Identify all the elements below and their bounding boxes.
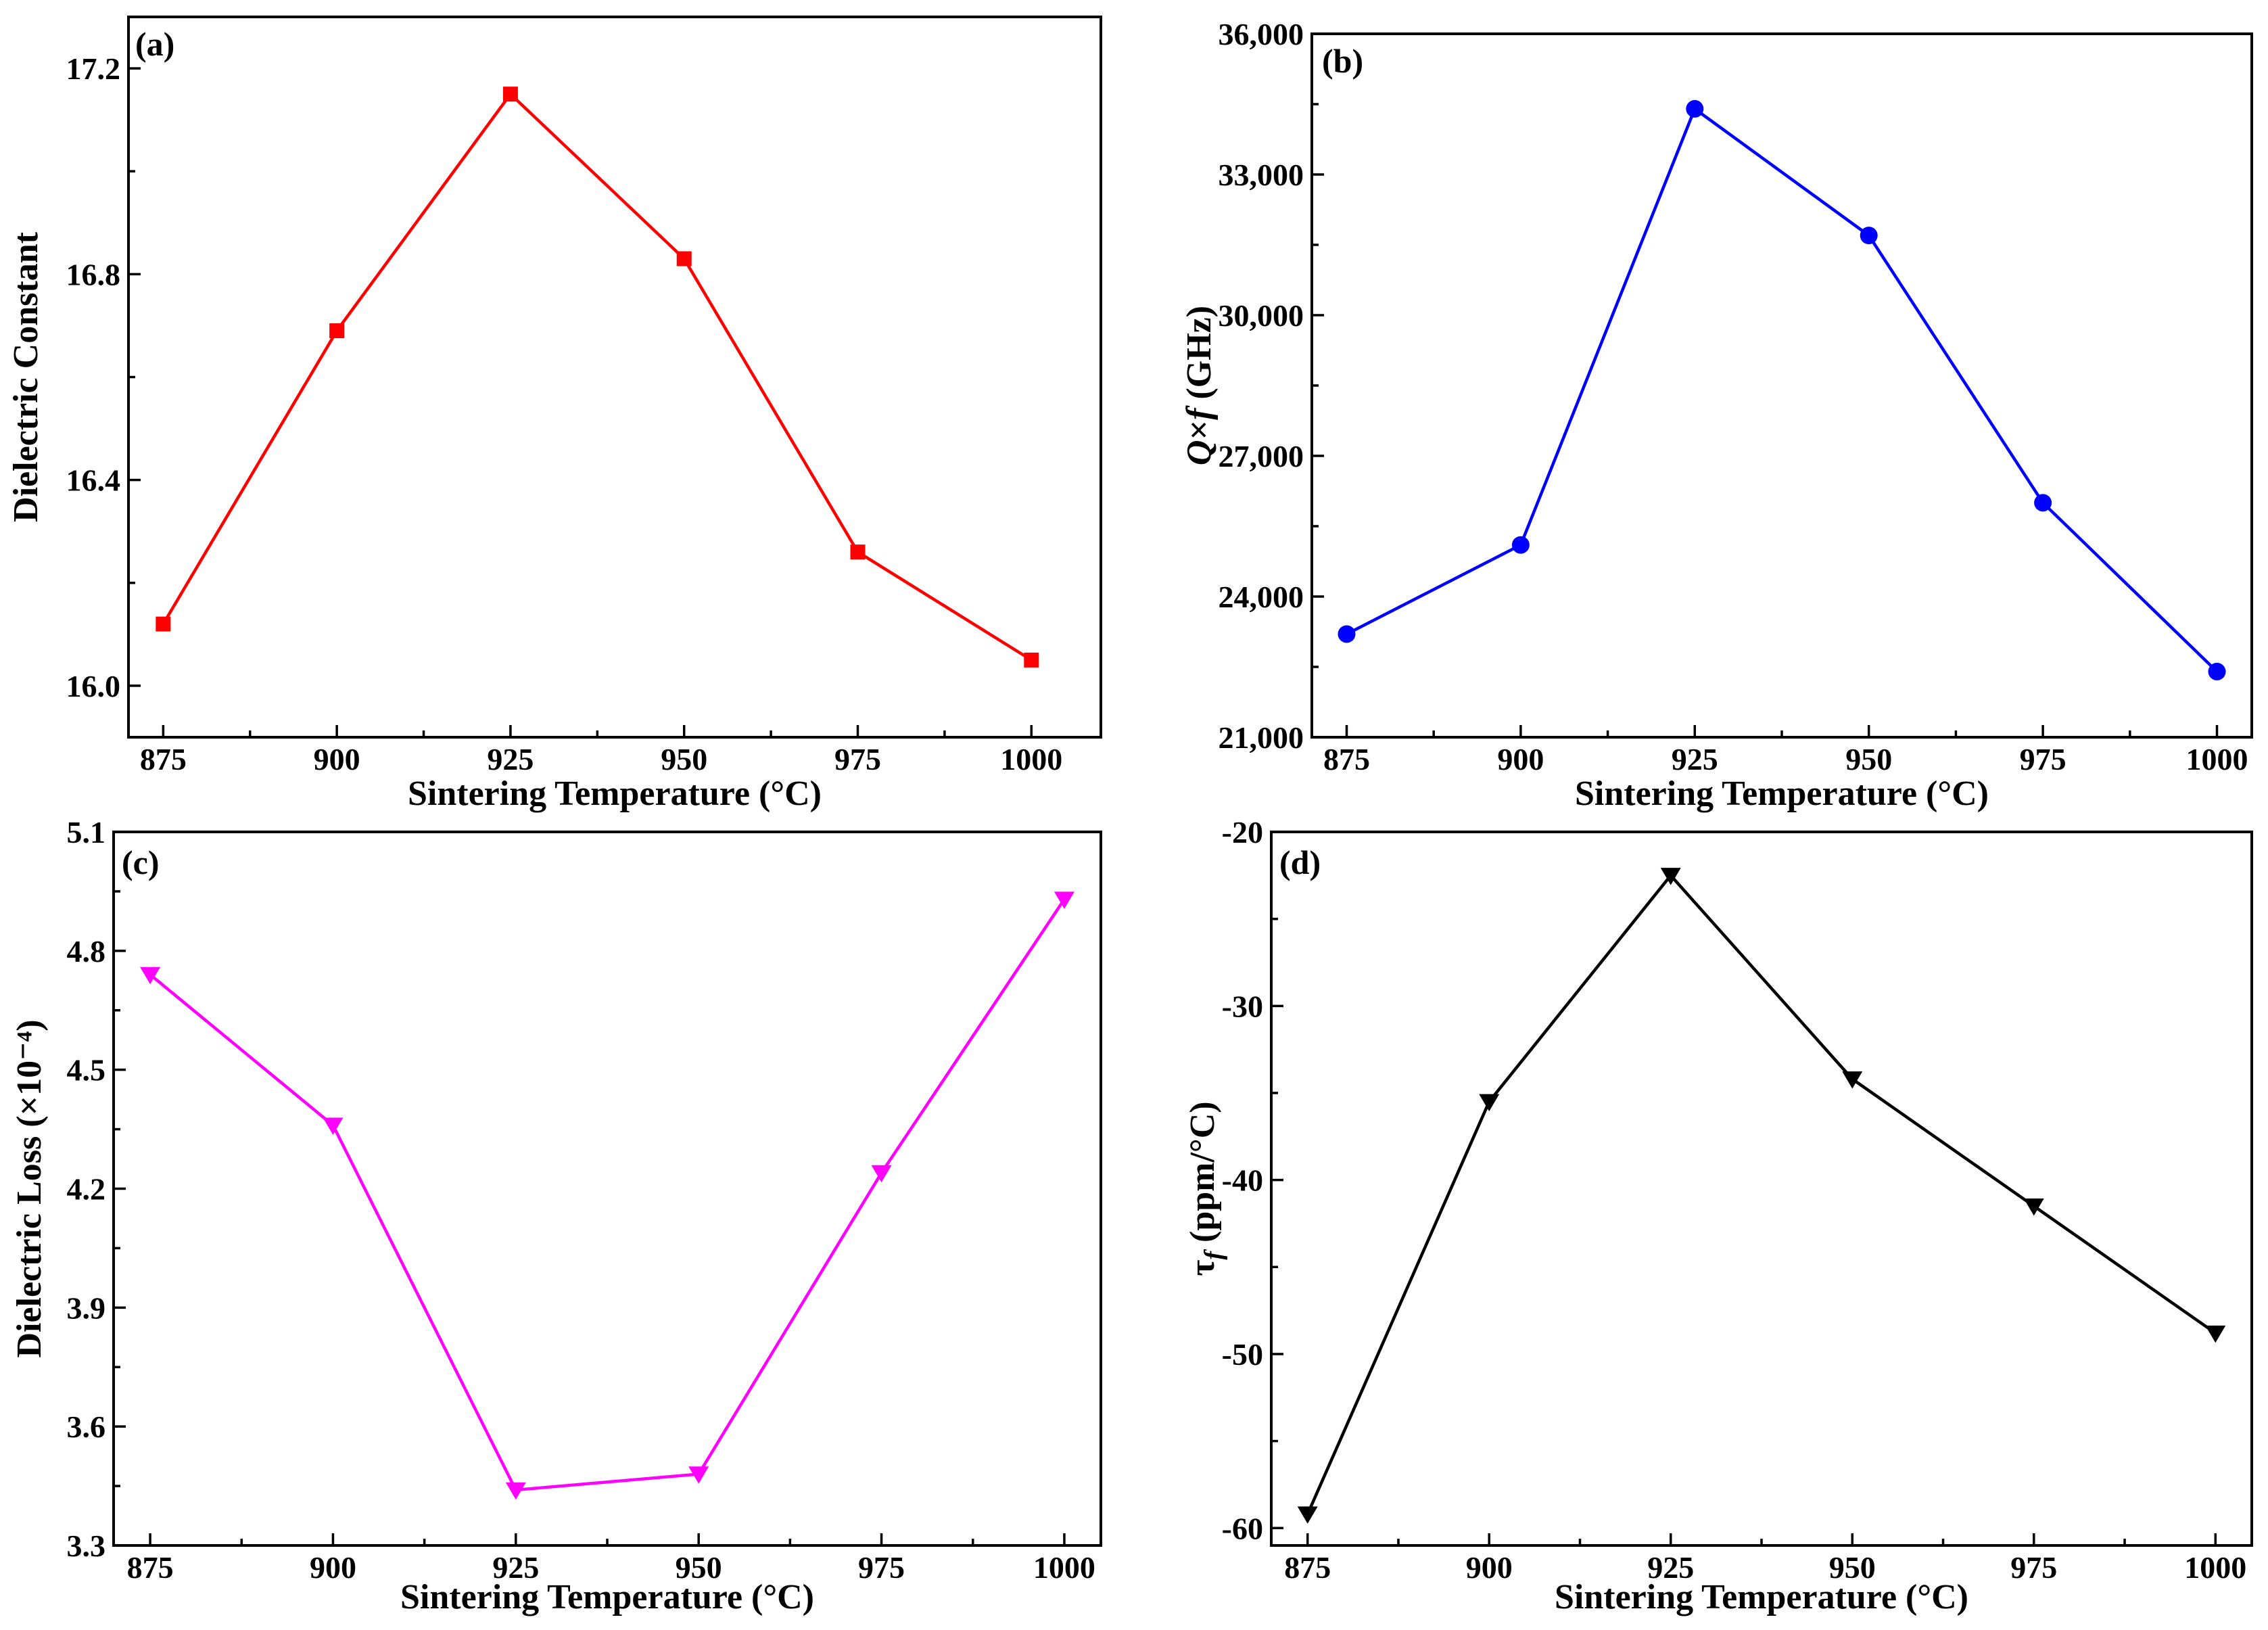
y-tick-label: 17.2 [66, 51, 121, 86]
data-point [1860, 227, 1878, 245]
y-tick-label: 5.1 [67, 815, 106, 849]
y-tick-label: 4.2 [67, 1172, 106, 1207]
x-tick-label: 875 [1284, 1550, 1331, 1585]
y-tick-label: 24,000 [1219, 580, 1304, 614]
x-tick-label: 975 [834, 742, 881, 776]
series-line [1346, 106, 2219, 673]
data-point [2205, 1325, 2226, 1343]
panel-label: (c) [122, 843, 160, 881]
data-point [502, 87, 518, 102]
y-tick-label: -50 [1222, 1337, 1263, 1372]
x-axis-title: Sintering Temperature (°C) [408, 774, 822, 813]
x-tick-label: 950 [676, 1550, 722, 1585]
y-tick-label: -60 [1222, 1511, 1263, 1545]
y-tick-label: 21,000 [1219, 720, 1304, 755]
series-line [149, 898, 1066, 1492]
data-point [871, 1165, 892, 1183]
y-tick-label: 33,000 [1219, 158, 1304, 192]
data-point [505, 1482, 526, 1500]
y-tick-label: -30 [1222, 989, 1263, 1023]
series-line [162, 91, 1033, 661]
x-tick-label: 975 [2020, 742, 2066, 776]
data-point [140, 967, 161, 985]
data-point [1842, 1071, 1863, 1089]
y-axis-title: τf (ppm/°C) [1183, 1101, 1228, 1276]
x-tick-label: 975 [2010, 1550, 2057, 1585]
x-tick-label: 900 [1466, 1550, 1513, 1585]
x-tick-label: 1000 [1000, 742, 1062, 776]
x-tick-label: 900 [314, 742, 360, 776]
data-point [1338, 625, 1356, 643]
x-tick-label: 1000 [1033, 1550, 1095, 1585]
x-tick-label: 875 [1323, 742, 1370, 776]
data-point [1297, 1506, 1318, 1524]
y-tick-label: 16.4 [66, 463, 121, 498]
data-point [1686, 99, 1704, 118]
y-tick-label: -40 [1222, 1163, 1263, 1198]
x-tick-label: 925 [487, 742, 534, 776]
data-point [323, 1117, 344, 1135]
data-point [156, 616, 171, 632]
data-point [329, 323, 345, 339]
x-axis-title: Sintering Temperature (°C) [400, 1578, 814, 1616]
data-point [2023, 1198, 2044, 1216]
y-tick-label: 3.9 [67, 1290, 106, 1325]
panel-a: 875 900 925 950 975 1000 16.0 16.4 16.8 17.2 Sinte… [7, 16, 1102, 813]
panel-d: 875 900 925 950 975 1000 -60 -50 -40 -30 -20 Sinter… [1183, 815, 2253, 1616]
x-tick-label: 950 [1845, 742, 1892, 776]
y-axis-title: Q×f (GHz) [1180, 306, 1219, 465]
series-line [1306, 872, 2217, 1515]
data-point [2208, 662, 2226, 680]
data-point [688, 1466, 709, 1484]
data-point [850, 544, 866, 560]
data-point [1024, 652, 1039, 668]
panel-label: (a) [135, 25, 174, 63]
data-point [676, 251, 692, 266]
y-tick-label: 3.3 [67, 1529, 106, 1563]
plot-frame [127, 16, 1102, 739]
x-axis-title: Sintering Temperature (°C) [1575, 774, 1989, 813]
panel-c: 875 900 925 950 975 1000 3.3 3.6 3.9 4.2 4.5 4.8 5.1… [10, 815, 1102, 1616]
y-tick-label: 16.8 [66, 257, 121, 292]
plot-frame [1310, 32, 2253, 739]
x-tick-label: 925 [492, 1550, 539, 1585]
y-axis-title: Dielectric Loss (×10⁻⁴) [10, 1019, 49, 1357]
x-tick-label: 875 [127, 1550, 174, 1585]
x-tick-label: 900 [1497, 742, 1544, 776]
y-tick-label: 4.8 [67, 934, 106, 969]
y-tick-label: 4.5 [67, 1053, 106, 1088]
plot-frame [112, 831, 1102, 1547]
y-tick-label: 36,000 [1219, 17, 1304, 51]
data-point [1054, 891, 1074, 909]
x-tick-label: 1000 [2186, 742, 2248, 776]
x-tick-label: 925 [1647, 1550, 1694, 1585]
data-point [1479, 1094, 1500, 1112]
data-point [1660, 868, 1681, 885]
y-tick-label: 3.6 [67, 1410, 106, 1444]
y-tick-label: -20 [1222, 815, 1263, 849]
data-point [2034, 494, 2052, 512]
x-tick-label: 875 [140, 742, 187, 776]
x-tick-label: 975 [858, 1550, 905, 1585]
x-axis-title: Sintering Temperature (°C) [1555, 1578, 1968, 1616]
y-tick-label: 27,000 [1219, 439, 1304, 473]
x-tick-label: 1000 [2184, 1550, 2246, 1585]
y-tick-label: 30,000 [1219, 298, 1304, 333]
x-tick-label: 925 [1672, 742, 1718, 776]
plot-frame [1270, 831, 2253, 1547]
panel-b: 875 900 925 950 975 1000 21,000 24,000 27,000 30,… [1180, 17, 2253, 813]
x-tick-label: 900 [310, 1550, 356, 1585]
panel-label: (b) [1322, 42, 1363, 80]
panel-label: (d) [1279, 843, 1321, 881]
x-tick-label: 950 [1829, 1550, 1876, 1585]
y-axis-title: Dielectric Constant [7, 231, 45, 522]
y-tick-label: 16.0 [66, 669, 121, 703]
x-tick-label: 950 [661, 742, 707, 776]
data-point [1511, 536, 1530, 554]
